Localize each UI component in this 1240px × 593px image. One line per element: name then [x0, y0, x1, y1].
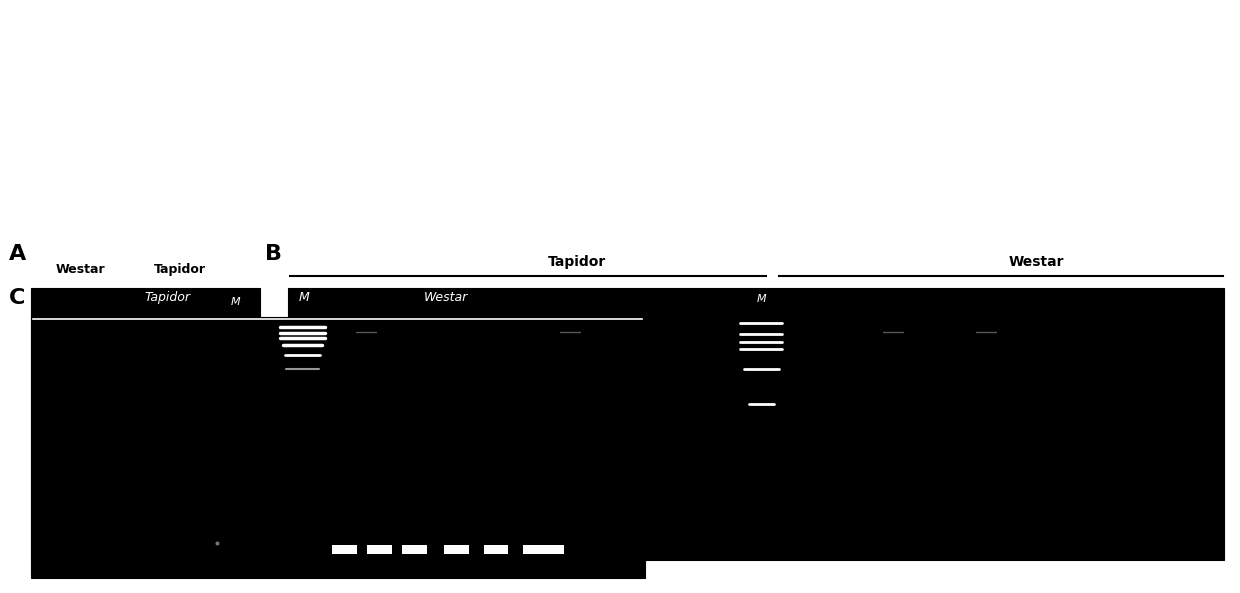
Text: M: M: [231, 298, 241, 307]
Text: M: M: [299, 291, 309, 304]
Bar: [367, 545, 392, 554]
Bar: [402, 545, 427, 554]
Text: B: B: [265, 244, 283, 264]
Bar: [444, 545, 469, 554]
Text: Westar: Westar: [424, 291, 469, 304]
Text: M: M: [756, 295, 766, 304]
Text: Tapidor: Tapidor: [144, 291, 191, 304]
Text: Westar: Westar: [1009, 254, 1064, 269]
Bar: [31, 317, 645, 578]
Bar: [31, 288, 260, 560]
Bar: [332, 545, 357, 554]
Text: Tapidor: Tapidor: [154, 263, 206, 276]
Text: Tapidor: Tapidor: [548, 254, 605, 269]
Bar: [523, 545, 563, 554]
Text: A: A: [9, 244, 26, 264]
Bar: [288, 288, 1224, 560]
Bar: [484, 545, 508, 554]
Text: C: C: [9, 288, 25, 308]
Text: Westar: Westar: [56, 263, 105, 276]
